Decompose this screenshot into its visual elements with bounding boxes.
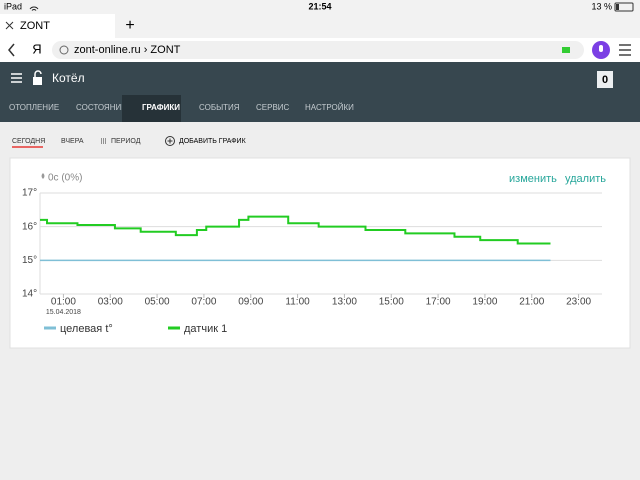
address-field[interactable] <box>52 41 584 59</box>
tab-title[interactable]: ZONT <box>20 20 50 32</box>
back-button[interactable] <box>8 43 15 57</box>
y-tick-label: 15° <box>22 255 37 266</box>
badge[interactable]: 0 <box>602 74 608 86</box>
x-tick-label: 15:00 <box>379 297 404 308</box>
clock: 21:54 <box>308 1 331 11</box>
nav-bar: ОТОПЛЕНИЕ СОСТОЯНИЕ ГРАФИКИ СОБЫТИЯ СЕРВИС НА… <box>9 95 354 122</box>
period-tabs: СЕГОДНЯ ВЧЕРА ПЕРИОД <box>12 138 141 148</box>
hamburger[interactable] <box>11 73 22 83</box>
chart: 14° 15° 16° 17° 01:00 03:00 05:00 07:00 09:00 11:… <box>22 188 602 335</box>
unlock-icon <box>33 77 42 85</box>
period-icon <box>101 138 107 144</box>
add-plus <box>167 138 173 144</box>
flame-icon <box>41 173 45 179</box>
reload-icon[interactable] <box>59 45 69 55</box>
x-tick-label: 17:00 <box>426 297 451 308</box>
search-logo[interactable]: Я <box>32 41 41 56</box>
period-tab[interactable]: ПЕРИОД <box>111 138 141 145</box>
nav-item[interactable]: ОТОПЛЕНИЕ <box>9 103 59 112</box>
x-tick-label: 05:00 <box>145 297 170 308</box>
url[interactable]: zont-online.ru › ZONT <box>74 44 181 56</box>
x-tick-label: 21:00 <box>519 297 544 308</box>
x-tick-label: 13:00 <box>332 297 357 308</box>
legend-label: целевая t° <box>60 323 113 335</box>
period-tab[interactable]: СЕГОДНЯ <box>12 138 45 145</box>
nav-item[interactable]: СЕРВИС <box>256 103 290 112</box>
new-tab[interactable]: + <box>125 17 134 34</box>
lock-icon <box>562 47 570 53</box>
battery-level: 13 % <box>591 1 612 11</box>
tab-close[interactable] <box>5 21 14 30</box>
nav-item[interactable]: НАСТРОЙКИ <box>305 103 354 112</box>
period-tab[interactable]: ВЧЕРА <box>61 138 84 145</box>
nav-item[interactable]: ГРАФИКИ <box>142 103 180 112</box>
delete-link[interactable]: удалить <box>565 173 606 185</box>
tab[interactable] <box>0 14 115 38</box>
wifi-icon <box>29 6 39 11</box>
x-tick-label: 07:00 <box>191 297 216 308</box>
consumption: 0с (0%) <box>48 173 82 184</box>
battery-icon <box>614 2 634 12</box>
y-tick-label: 14° <box>22 289 37 300</box>
badge-box[interactable] <box>597 71 613 88</box>
nav-item[interactable]: СОБЫТИЯ <box>199 103 240 112</box>
legend-label: датчик 1 <box>184 323 227 335</box>
x-tick-label: 09:00 <box>238 297 263 308</box>
device-name: iPad <box>4 1 22 11</box>
x-tick-label: 03:00 <box>98 297 123 308</box>
browser-menu[interactable] <box>619 44 631 56</box>
x-tick-label: 19:00 <box>472 297 497 308</box>
x-tick-label: 01:00 <box>51 297 76 308</box>
battery-fill <box>616 4 619 10</box>
y-tick-label: 16° <box>22 221 37 232</box>
x-tick-label: 11:00 <box>285 297 310 308</box>
device-title: Котёл <box>52 71 85 85</box>
series-line <box>40 215 551 245</box>
date-label: 15.04.2018 <box>46 309 81 316</box>
add-chart[interactable]: ДОБАВИТЬ ГРАФИК <box>179 138 247 145</box>
y-tick-label: 17° <box>22 188 37 199</box>
app-header <box>0 62 640 122</box>
x-tick-label: 23:00 <box>566 297 591 308</box>
edit-link[interactable]: изменить <box>509 173 557 185</box>
unlock-shackle <box>34 70 42 77</box>
add-icon[interactable] <box>165 136 175 146</box>
mic-icon <box>599 45 603 52</box>
nav-item[interactable]: СОСТОЯНИЕ <box>76 103 127 112</box>
nav-active-bg <box>122 95 181 122</box>
chart-card <box>9 157 631 349</box>
